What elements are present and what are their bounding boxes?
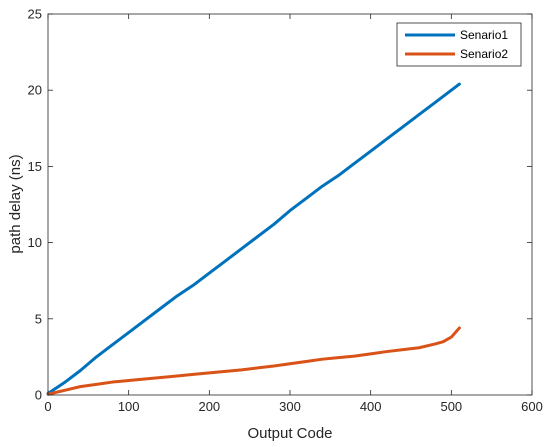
y-tick-label: 25 (28, 7, 42, 22)
legend-label-senario2: Senario2 (460, 47, 508, 61)
legend-label-senario1: Senario1 (460, 28, 508, 42)
y-axis-title: path delay (ns) (7, 154, 24, 253)
x-tick-label: 100 (118, 399, 140, 414)
y-tick-label: 0 (35, 388, 42, 403)
x-tick-label: 400 (360, 399, 382, 414)
y-tick-label: 15 (28, 159, 42, 174)
legend: Senario1 Senario2 (396, 22, 522, 67)
y-tick-label: 10 (28, 235, 42, 250)
x-tick-label: 300 (279, 399, 301, 414)
x-tick-label: 600 (521, 399, 543, 414)
series-layer (46, 82, 461, 396)
x-tick-label: 200 (198, 399, 220, 414)
y-tick-label: 20 (28, 83, 42, 98)
series-line-senario1 (46, 82, 461, 395)
axes-layer: 0 100 200 300 400 500 600 0 5 10 15 20 25 (28, 7, 543, 415)
series-line-senario2 (46, 326, 461, 396)
x-tick-label: 0 (44, 399, 51, 414)
x-axis-title: Output Code (247, 425, 332, 442)
y-tick-label: 5 (35, 311, 42, 326)
legend-box (396, 22, 522, 67)
x-tick-label: 500 (440, 399, 462, 414)
